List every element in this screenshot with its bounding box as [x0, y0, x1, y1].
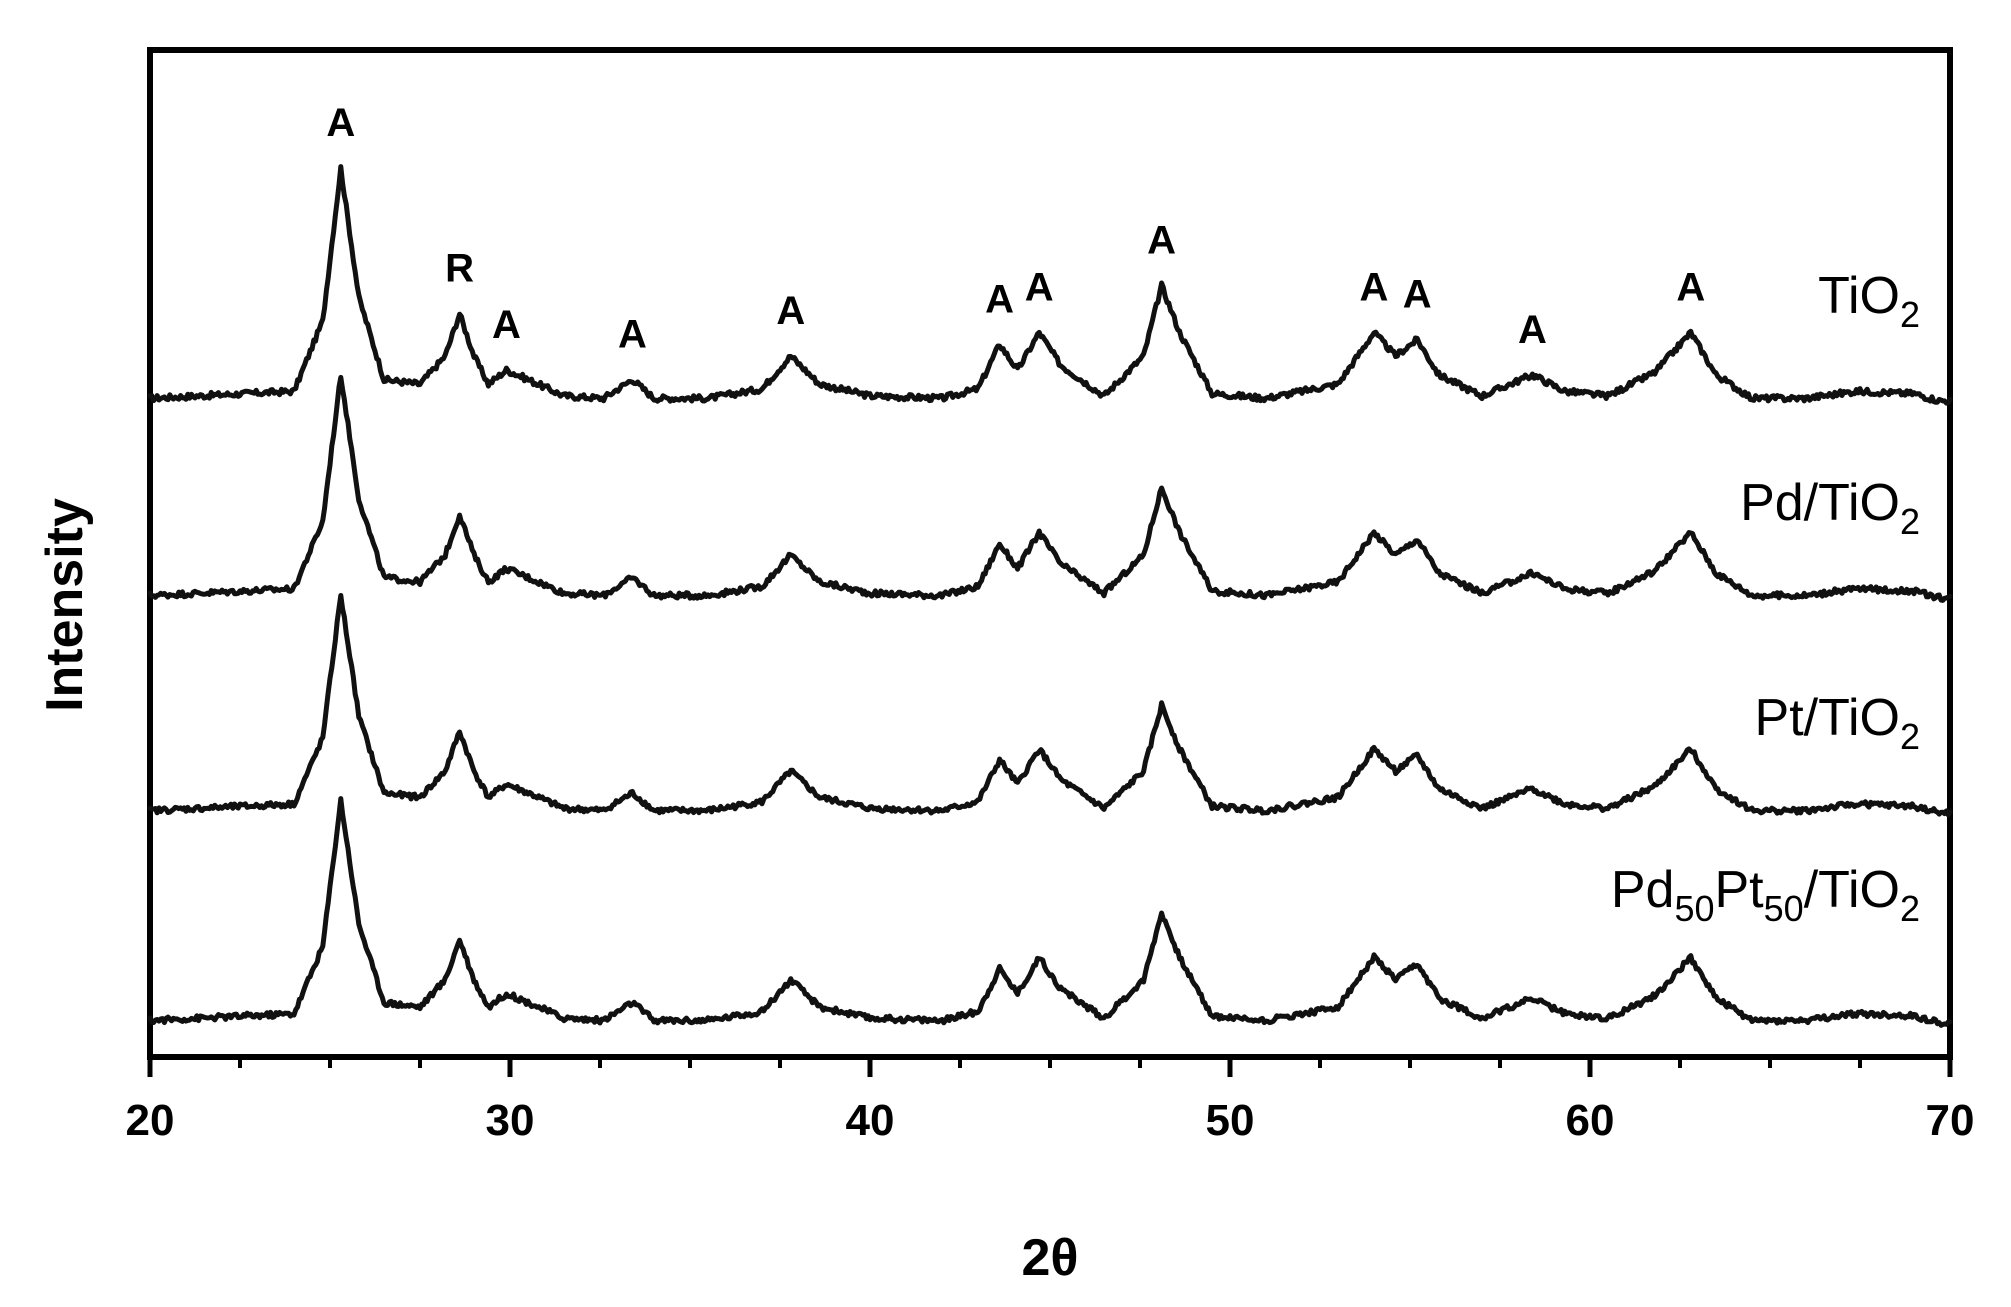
series-line-3 [147, 796, 1953, 1028]
peak-label: A [326, 101, 355, 145]
x-tick-label: 20 [126, 1096, 175, 1145]
series-line-1 [147, 374, 1953, 603]
series-line-2 [147, 593, 1953, 818]
x-axis-title: 2θ [1021, 1229, 1078, 1287]
peak-label: A [1360, 266, 1389, 310]
series-label: Pd50Pt50/TiO2 [1611, 861, 1920, 929]
peak-label: R [445, 247, 474, 291]
peak-label: A [1403, 273, 1432, 317]
peak-label: A [1676, 266, 1705, 310]
peak-label: A [1147, 219, 1176, 263]
peak-label: A [1025, 266, 1054, 310]
x-tick-label: 30 [486, 1096, 535, 1145]
peak-label: A [618, 313, 647, 357]
x-tick-label: 60 [1566, 1096, 1615, 1145]
peak-label: A [776, 289, 805, 333]
x-tick-label: 70 [1926, 1096, 1975, 1145]
series-label: Pt/TiO2 [1755, 689, 1920, 757]
peak-annotations: ARA AA A AAA AAA [326, 101, 1705, 357]
x-tick-label: 40 [846, 1096, 895, 1145]
peak-label: A [492, 303, 521, 347]
series-label: TiO2 [1818, 267, 1920, 335]
x-tick-label: 50 [1206, 1096, 1255, 1145]
peak-label: A [985, 277, 1014, 321]
x-axis-ticks: 20 30 40 50 60 70 [126, 1057, 1975, 1145]
series-labels: TiO2 Pd/TiO2 Pt/TiO2 Pd50Pt50/TiO2 [1611, 267, 1920, 929]
peak-label: A [1518, 308, 1547, 352]
series-label: Pd/TiO2 [1740, 474, 1920, 542]
y-axis-title: Intensity [36, 498, 94, 712]
xrd-traces [147, 164, 1953, 1028]
series-line-0 [147, 164, 1953, 406]
